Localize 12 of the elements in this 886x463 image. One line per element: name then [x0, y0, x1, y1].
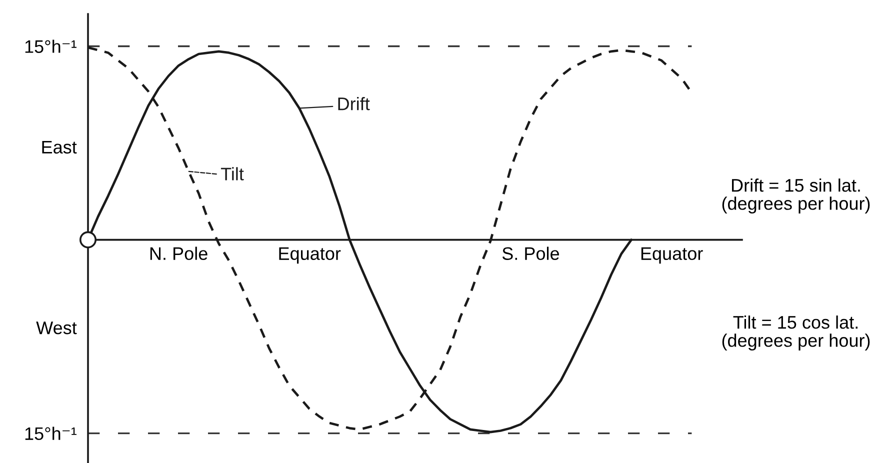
y-tick-label: West — [36, 322, 77, 334]
y-tick-label: East — [42, 141, 77, 154]
x-tick-label: Equator — [641, 247, 703, 264]
annotation: Drift = 15 sin lat. (degrees per hour) — [722, 178, 870, 214]
x-tick-label: N. Pole — [150, 246, 208, 260]
x-tick-label: Equator — [279, 247, 341, 264]
annotation: Tilt = 15 cos lat. (degrees per hour) — [722, 316, 870, 350]
legend-label: Drift — [338, 96, 370, 110]
legend-label: Tilt — [220, 167, 244, 180]
x-tick-label: S. Pole — [502, 246, 560, 260]
y-tick-label: 15°h⁻¹ — [25, 40, 76, 53]
y-tick-label: 15°h⁻¹ — [25, 426, 76, 440]
